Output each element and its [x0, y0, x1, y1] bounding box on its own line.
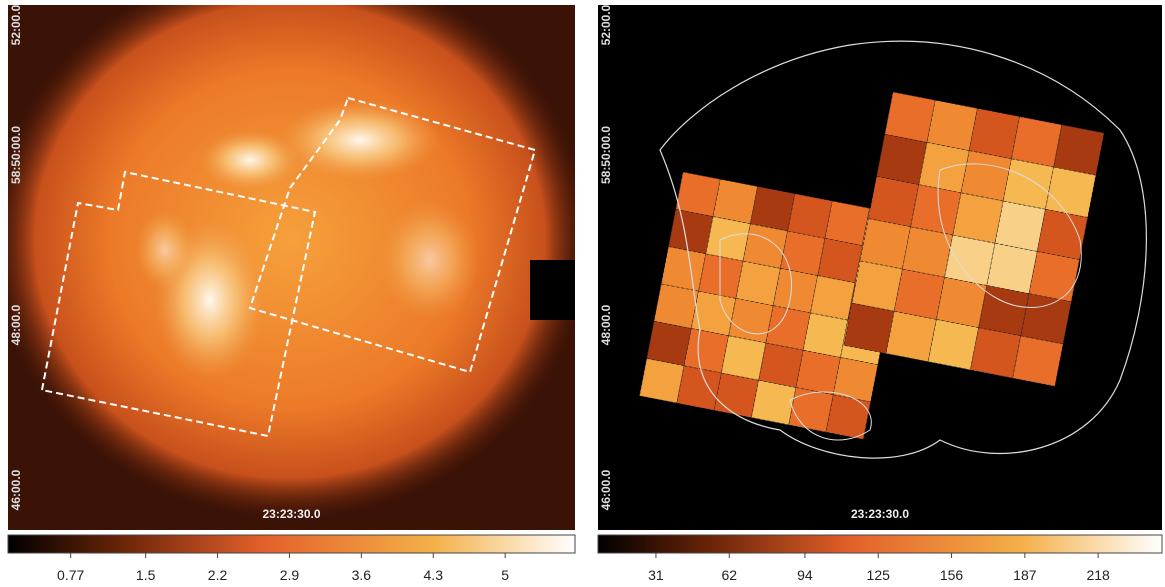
tile [810, 276, 855, 321]
tile [928, 319, 978, 369]
y-axis-label: 52:00.0 [9, 4, 23, 45]
tile [803, 313, 848, 358]
tile [714, 373, 759, 418]
tile [661, 247, 706, 292]
tile [927, 100, 977, 150]
tile [979, 285, 1029, 335]
tile [1029, 251, 1079, 301]
tile [877, 134, 927, 184]
colorbar-tick-label: 3.6 [352, 567, 372, 583]
tile [751, 380, 796, 425]
page: 52:00.0 58:50:00.0 48:00.0 46:00.0 23:23:30.… [0, 0, 1165, 587]
tile [995, 201, 1045, 251]
tile [750, 187, 795, 232]
tile [713, 179, 758, 224]
tile [1011, 117, 1061, 167]
colorbar-tick-label: 2.2 [208, 567, 228, 583]
tile [1054, 125, 1104, 175]
y-axis-label: 46:00.0 [599, 469, 613, 510]
left-image [0, 0, 590, 530]
tile [1037, 209, 1087, 259]
y-axis-label: 48:00.0 [9, 304, 23, 345]
tile [826, 395, 871, 440]
tile [647, 321, 692, 366]
tile [953, 193, 1003, 243]
colorbar [598, 535, 1162, 553]
colorbar-tick-label: 4.3 [424, 567, 444, 583]
colorbar-tick-label: 0.77 [57, 567, 84, 583]
tile [729, 298, 774, 343]
tile [1013, 336, 1063, 386]
tile [1003, 159, 1053, 209]
tile [970, 328, 1020, 378]
tile [796, 350, 841, 395]
colorbar-tick-label: 156 [940, 567, 964, 583]
tile [894, 269, 944, 319]
tile [885, 92, 935, 142]
tile [736, 261, 781, 306]
x-axis-label: 23:23:30.0 [851, 507, 909, 521]
tile [706, 217, 751, 262]
colorbar-tick-label: 62 [721, 567, 737, 583]
tile [766, 306, 811, 351]
tile [677, 366, 722, 411]
tile [639, 359, 684, 404]
tile [684, 328, 729, 373]
tile [844, 303, 894, 353]
tile [721, 336, 766, 381]
tile [833, 357, 878, 402]
tile [902, 227, 952, 277]
tile [987, 243, 1037, 293]
tile [911, 185, 961, 235]
tile [691, 291, 736, 336]
tile [788, 194, 833, 239]
tile [759, 343, 804, 388]
colorbar-tick-label: 5 [501, 567, 509, 583]
y-axis-label: 52:00.0 [599, 4, 613, 45]
tile [699, 254, 744, 299]
colorbar-tick-label: 218 [1086, 567, 1110, 583]
colorbar-tick-label: 94 [797, 567, 813, 583]
tile [852, 261, 902, 311]
tile [676, 172, 721, 217]
tile [961, 151, 1011, 201]
tile [780, 231, 825, 276]
y-axis-label: 46:00.0 [9, 469, 23, 510]
colorbar-tick-label: 31 [648, 567, 664, 583]
tile [919, 142, 969, 192]
tile [789, 388, 834, 433]
tile [825, 201, 870, 246]
tile [886, 311, 936, 361]
tile [654, 284, 699, 329]
figure: 52:00.0 58:50:00.0 48:00.0 46:00.0 23:23:30.… [0, 0, 1165, 587]
tile [743, 224, 788, 269]
tile [969, 108, 1019, 158]
tile [818, 238, 863, 283]
tile [1045, 167, 1095, 217]
tile [773, 268, 818, 313]
y-axis-label: 58:50:00.0 [599, 126, 613, 184]
tile [936, 277, 986, 327]
tile [668, 209, 713, 254]
tile [868, 176, 918, 226]
x-axis-label: 23:23:30.0 [262, 507, 320, 521]
y-axis-label: 58:50:00.0 [9, 126, 23, 184]
tile [860, 219, 910, 269]
colorbar [8, 535, 575, 553]
tile [1021, 294, 1071, 344]
colorbar-tick-label: 1.5 [136, 567, 156, 583]
colorbar-tick-label: 125 [867, 567, 891, 583]
colorbar-tick-label: 2.9 [280, 567, 300, 583]
right-image [598, 5, 1162, 530]
colorbar-tick-label: 187 [1013, 567, 1037, 583]
y-axis-label: 48:00.0 [599, 304, 613, 345]
